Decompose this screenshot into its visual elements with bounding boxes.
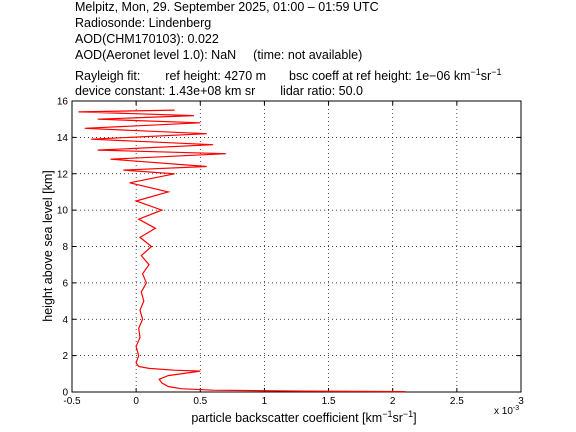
title-line-6: device constant: 1.43e+08 km sr lidar ra… bbox=[75, 85, 363, 98]
title-line-2: Radiosonde: Lindenberg bbox=[75, 16, 212, 30]
title-line-3: AOD(CHM170103): 0.022 bbox=[75, 32, 219, 46]
y-tick-label: 6 bbox=[62, 278, 68, 289]
title-line-4: AOD(Aeronet level 1.0): NaN (time: not a… bbox=[75, 49, 362, 62]
y-tick-label: 12 bbox=[57, 169, 69, 180]
title-line-1: Melpitz, Mon, 29. September 2025, 01:00 … bbox=[75, 0, 379, 14]
x-tick-label: 3 bbox=[518, 396, 524, 407]
ref-height: ref height: 4270 m bbox=[165, 69, 267, 84]
x-tick-label: 1.5 bbox=[322, 396, 336, 407]
y-axis-label: height above sea level [km] bbox=[41, 170, 55, 321]
x-tick-label: 2.5 bbox=[450, 396, 464, 407]
title-line-5: Rayleigh fit: ref height: 4270 m bsc coe… bbox=[75, 68, 501, 83]
y-tick-label: 8 bbox=[62, 242, 68, 253]
y-tick-label: 2 bbox=[62, 351, 68, 362]
aeronet-time: (time: not available) bbox=[253, 48, 363, 62]
rayleigh-fit-label: Rayleigh fit: bbox=[75, 69, 141, 84]
x-tick-label: 1 bbox=[262, 396, 268, 407]
x-tick-label: 0 bbox=[133, 396, 139, 407]
x-axis-label: particle backscatter coefficient [km−1sr… bbox=[191, 409, 416, 425]
x-multiplier: x 10-3 bbox=[494, 405, 519, 417]
x-tick-label: 0.5 bbox=[193, 396, 207, 407]
grid-lines bbox=[72, 101, 521, 392]
x-tick-label: -0.5 bbox=[63, 396, 81, 407]
y-tick-label: 10 bbox=[57, 206, 69, 217]
y-tick-label: 4 bbox=[62, 315, 68, 326]
y-tick-label: 14 bbox=[57, 133, 69, 144]
y-tick-label: 16 bbox=[57, 97, 69, 108]
aeronet-aod: AOD(Aeronet level 1.0): NaN bbox=[75, 48, 237, 62]
y-tick-label: 0 bbox=[62, 388, 68, 399]
device-constant: device constant: 1.43e+08 km sr bbox=[75, 84, 256, 98]
lidar-ratio: lidar ratio: 50.0 bbox=[280, 84, 363, 98]
x-tick-label: 2 bbox=[390, 396, 396, 407]
bsc-coeff: bsc coeff at ref height: 1e−06 km−1sr−1 bbox=[289, 67, 502, 84]
profile-line bbox=[78, 109, 406, 393]
